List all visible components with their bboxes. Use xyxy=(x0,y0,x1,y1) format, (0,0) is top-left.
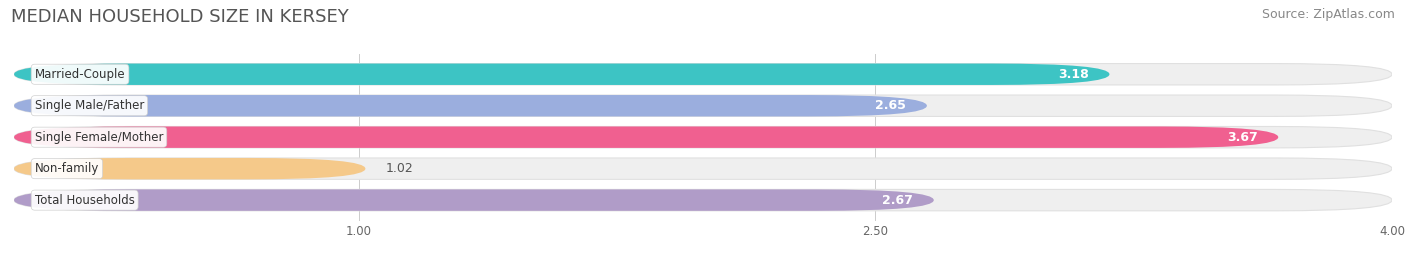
Text: Married-Couple: Married-Couple xyxy=(35,68,125,81)
Text: 3.18: 3.18 xyxy=(1059,68,1088,81)
FancyBboxPatch shape xyxy=(14,63,1109,85)
Text: Source: ZipAtlas.com: Source: ZipAtlas.com xyxy=(1261,8,1395,21)
FancyBboxPatch shape xyxy=(14,189,1392,211)
Text: Single Female/Mother: Single Female/Mother xyxy=(35,131,163,144)
FancyBboxPatch shape xyxy=(14,158,1392,179)
Text: 3.67: 3.67 xyxy=(1227,131,1257,144)
Text: 2.67: 2.67 xyxy=(882,194,912,207)
Text: 2.65: 2.65 xyxy=(876,99,907,112)
FancyBboxPatch shape xyxy=(14,63,1392,85)
FancyBboxPatch shape xyxy=(14,189,934,211)
Text: 1.02: 1.02 xyxy=(387,162,413,175)
Text: MEDIAN HOUSEHOLD SIZE IN KERSEY: MEDIAN HOUSEHOLD SIZE IN KERSEY xyxy=(11,8,349,26)
FancyBboxPatch shape xyxy=(14,95,1392,116)
Text: Non-family: Non-family xyxy=(35,162,98,175)
FancyBboxPatch shape xyxy=(14,95,927,116)
FancyBboxPatch shape xyxy=(14,126,1392,148)
Text: Total Households: Total Households xyxy=(35,194,135,207)
Text: Single Male/Father: Single Male/Father xyxy=(35,99,143,112)
FancyBboxPatch shape xyxy=(14,126,1278,148)
FancyBboxPatch shape xyxy=(14,158,366,179)
